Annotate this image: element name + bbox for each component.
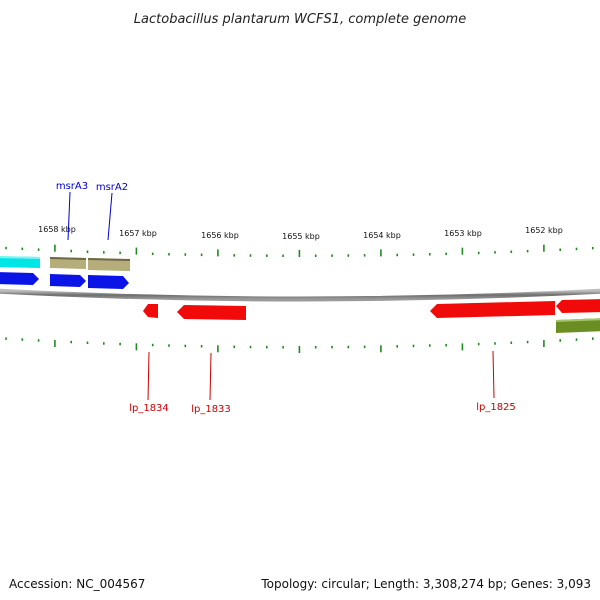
forward-features-top <box>0 256 130 271</box>
olive-feature[interactable] <box>556 318 600 333</box>
gene-label-lp-1834[interactable]: lp_1834 <box>129 403 169 414</box>
red-gene-arrow-edge[interactable] <box>556 299 600 313</box>
cyan-feature[interactable] <box>0 256 40 268</box>
scale-labels: 1658 kbp 1657 kbp 1656 kbp 1655 kbp 1654… <box>38 225 563 241</box>
gene-label-msra2[interactable]: msrA2 <box>96 182 128 193</box>
gene-label-lp-1833[interactable]: lp_1833 <box>191 404 231 415</box>
red-gene-arrow-lp-1825[interactable] <box>430 301 555 318</box>
cyan-feature-shade <box>0 256 40 259</box>
leader-lp-1833 <box>209 352 212 401</box>
khaki-feature-msra3[interactable] <box>50 257 86 269</box>
red-gene-arrow-lp-1834[interactable] <box>143 304 158 318</box>
scale-label-1656: 1656 kbp <box>201 231 239 240</box>
gene-label-msra3[interactable]: msrA3 <box>56 181 88 192</box>
accession-text: Accession: NC_004567 <box>9 577 146 591</box>
label-leaders <box>67 191 495 401</box>
leader-msra2 <box>107 192 113 241</box>
blue-gene-arrow-msra3[interactable] <box>50 274 86 287</box>
scale-label-1654: 1654 kbp <box>363 231 401 240</box>
olive-feature-shade <box>556 318 600 322</box>
scale-label-1657: 1657 kbp <box>119 229 157 238</box>
scale-label-1653: 1653 kbp <box>444 229 482 238</box>
map-title: Lactobacillus plantarum WCFS1, complete … <box>134 12 466 27</box>
outer-tick-row <box>5 244 594 257</box>
scale-label-1658: 1658 kbp <box>38 225 76 234</box>
khaki-feature-msra3-shade <box>50 257 86 260</box>
leader-msra3 <box>67 191 71 241</box>
genome-summary-text: Topology: circular; Length: 3,308,274 bp… <box>261 577 591 591</box>
forward-gene-arrows <box>0 272 129 289</box>
blue-gene-arrow-1[interactable] <box>0 272 39 285</box>
gene-labels: msrA3 msrA2 lp_1834 lp_1833 lp_1825 <box>56 181 516 415</box>
inner-tick-row <box>5 337 594 353</box>
reverse-gene-arrows <box>143 299 600 320</box>
leader-lp-1825 <box>492 350 495 399</box>
khaki-feature-msra2[interactable] <box>88 258 130 271</box>
leader-lp-1834 <box>147 351 150 401</box>
red-gene-arrow-lp-1833[interactable] <box>177 305 246 320</box>
blue-gene-arrow-msra2[interactable] <box>88 275 129 289</box>
scale-label-1655: 1655 kbp <box>282 232 320 241</box>
gene-label-lp-1825[interactable]: lp_1825 <box>476 402 516 413</box>
scale-label-1652: 1652 kbp <box>525 226 563 235</box>
genome-backbone <box>0 288 600 302</box>
khaki-feature-msra2-shade <box>88 258 130 261</box>
